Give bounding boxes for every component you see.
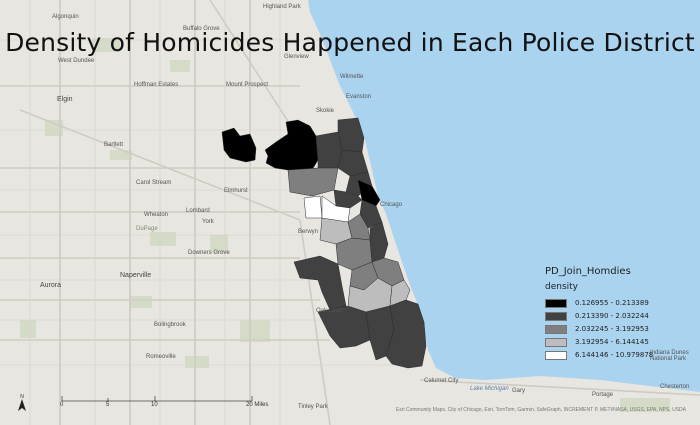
district-4: [385, 299, 427, 369]
police-districts: [221, 117, 427, 369]
legend-item: 0.126955 - 0.213389: [545, 297, 653, 309]
place-portage: Portage: [592, 392, 614, 398]
legend-item-label: 2.032245 - 3.192953: [575, 325, 649, 333]
scale-tick-label: 20 Miles: [246, 402, 269, 408]
forest-preserves: [20, 38, 670, 412]
place-lombard: Lombard: [186, 208, 210, 214]
place-skokie: Skokie: [316, 108, 335, 114]
scale-tick-label: 10: [151, 402, 158, 408]
place-york: York: [202, 219, 214, 225]
scale-bar-graphic: [61, 396, 253, 402]
legend-swatch: [545, 311, 567, 321]
north-arrow-icon: N: [18, 394, 26, 411]
legend-item: 6.144146 - 10.979878: [545, 349, 653, 361]
place-highland-park: Highland Park: [263, 4, 301, 10]
attribution: Esri Community Maps, City of Chicago, Es…: [396, 407, 686, 413]
map-title: Density of Homicides Happened in Each Po…: [5, 28, 695, 57]
place-carol-stream: Carol Stream: [136, 180, 172, 186]
place-elgin: Elgin: [57, 96, 73, 103]
place-naperville: Naperville: [120, 272, 152, 279]
district-18: [357, 179, 381, 207]
legend-swatch: [545, 324, 567, 334]
district-17: [315, 131, 343, 169]
place-aurora: Aurora: [40, 282, 62, 289]
lake-michigan: [308, 0, 700, 392]
place-hoffman-estates: Hoffman Estates: [134, 82, 179, 88]
north-arrow: N: [16, 392, 28, 417]
scale-tick-label: 0: [60, 402, 64, 408]
place-glenview: Glenview: [284, 54, 309, 60]
district-15: [303, 195, 323, 219]
district-4-north: [389, 279, 411, 307]
place-lake-michigan: Lake Michigan: [470, 386, 509, 392]
legend-item: 3.192954 - 6.144145: [545, 336, 653, 348]
place-chicago: Chicago: [380, 202, 403, 208]
legend-field-name: density: [545, 282, 578, 292]
place-dupage: DuPage: [136, 226, 158, 232]
legend-swatch: [545, 298, 567, 308]
legend-swatch: [545, 337, 567, 347]
place-evanston: Evanston: [346, 94, 372, 100]
place-buffalo-grove: Buffalo Grove: [183, 26, 220, 32]
legend: PD_Join_Homdies density 0.126955 - 0.213…: [545, 266, 653, 362]
legend-layer-name: PD_Join_Homdies: [545, 266, 631, 277]
legend-item-label: 0.213390 - 2.032244: [575, 312, 649, 320]
place-indiana-dunes: Indiana Dunes National Park: [650, 350, 689, 362]
place-chesterton: Chesterton: [660, 384, 690, 390]
district-1: [359, 199, 383, 229]
place-downers-grove: Downers Grove: [188, 250, 230, 256]
place-bartlett: Bartlett: [104, 142, 124, 148]
place-gary: Gary: [512, 388, 526, 394]
district-22: [317, 305, 371, 349]
place-oak-lawn: Oak Lawn: [316, 308, 344, 314]
place-romeoville: Romeoville: [146, 354, 176, 360]
legend-item: 0.213390 - 2.032244: [545, 310, 653, 322]
legend-swatch: [545, 350, 567, 360]
place-wheaton: Wheaton: [144, 212, 169, 218]
scale-bar: 0 5 10 20 Miles: [58, 390, 268, 408]
place-bolingbrook: Bolingbrook: [154, 322, 186, 328]
place-algonquin: Algonquin: [52, 14, 79, 20]
north-letter: N: [20, 394, 24, 400]
place-calumet-city: Calumet City: [424, 378, 459, 384]
legend-item-label: 6.144146 - 10.979878: [575, 351, 654, 359]
place-mount-prospect: Mount Prospect: [226, 82, 269, 88]
place-west-dundee: West Dundee: [58, 58, 95, 64]
place-wilmette: Wilmette: [340, 74, 364, 80]
place-elmhurst: Elmhurst: [224, 188, 248, 194]
district-12: [347, 213, 371, 241]
scale-tick-label: 5: [106, 402, 110, 408]
place-berwyn: Berwyn: [298, 229, 319, 235]
legend-item: 2.032245 - 3.192953: [545, 323, 653, 335]
legend-item-label: 0.126955 - 0.213389: [575, 299, 649, 307]
legend-item-label: 3.192954 - 6.144145: [575, 338, 649, 346]
district-ohare: [221, 127, 257, 163]
minor-roads: [0, 0, 420, 425]
place-tinley-park: Tinley Park: [298, 404, 328, 410]
